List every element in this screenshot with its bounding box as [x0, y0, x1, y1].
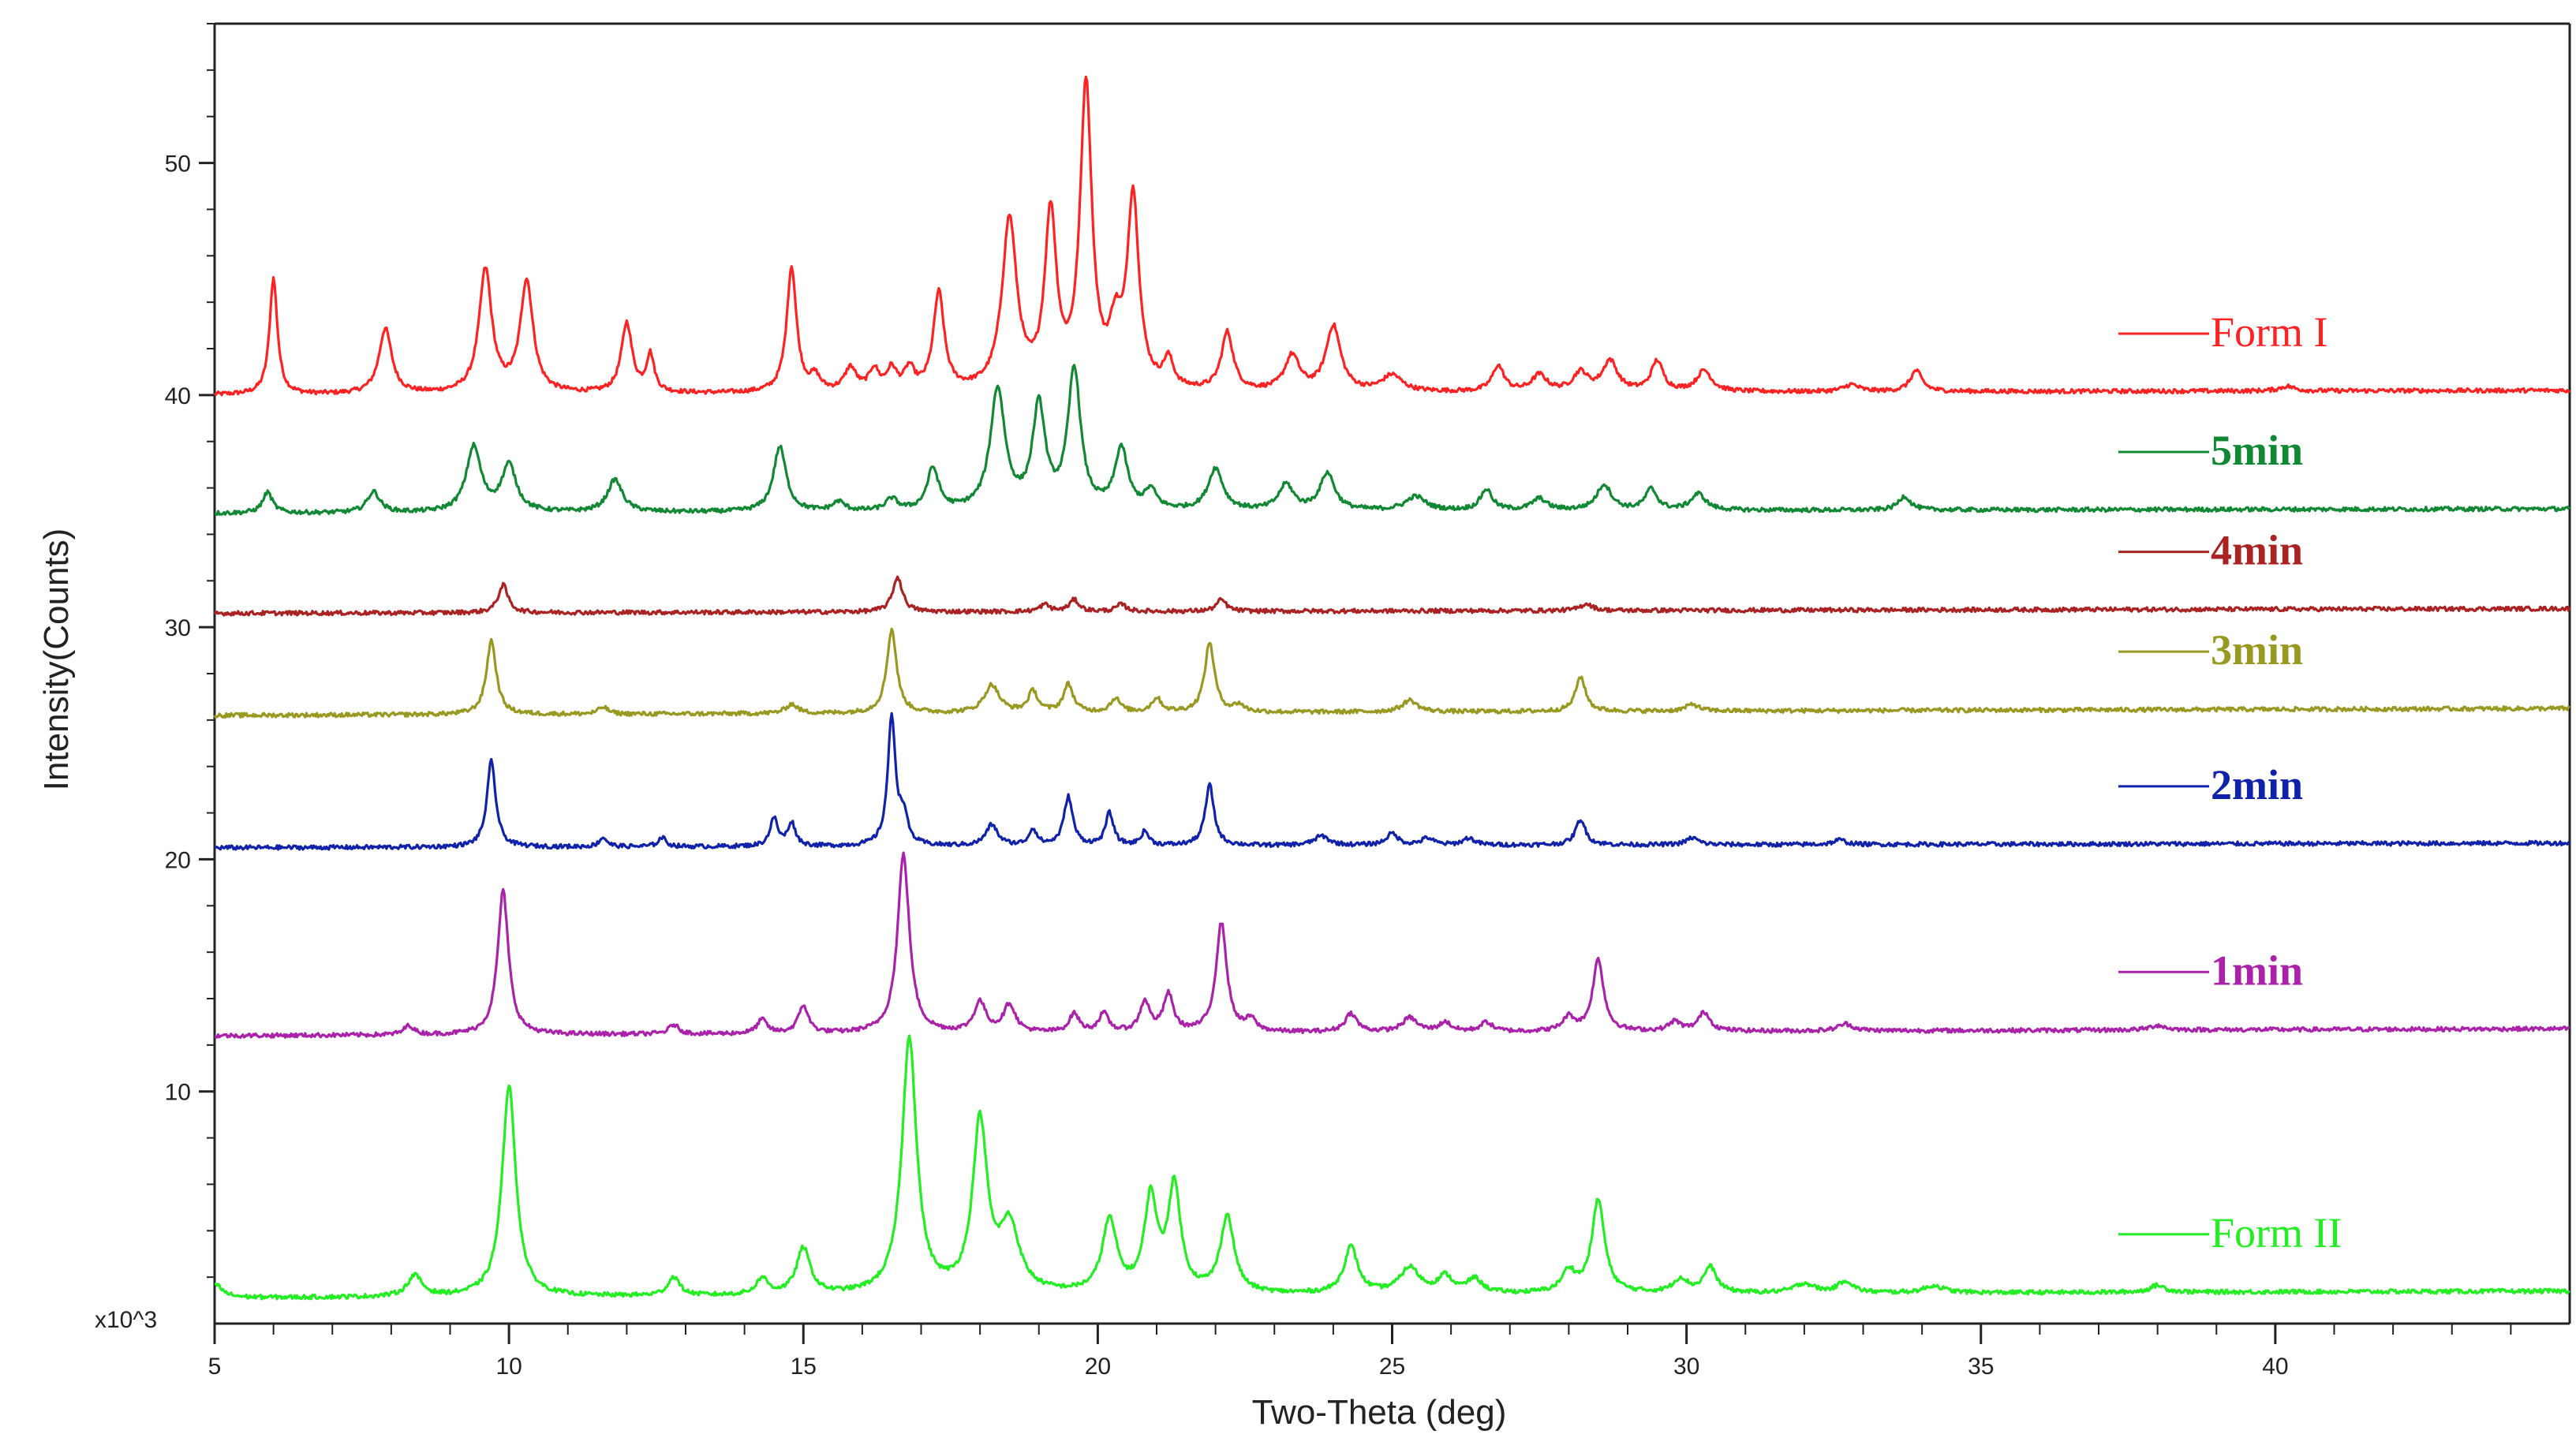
series-line-form-i — [213, 75, 2571, 397]
axes: 5 10 15 20 25 30 35 40 10 20 30 40 50 — [165, 22, 2571, 1380]
legend-label: 2min — [2211, 761, 2303, 809]
y-tick-label: 20 — [165, 847, 191, 873]
x-tick-label: 15 — [791, 1354, 817, 1380]
legend-entry-4min: 4min — [2118, 527, 2303, 574]
legend-label: 3min — [2211, 626, 2303, 674]
x-axis-title: Two-Theta (deg) — [1252, 1393, 1507, 1432]
series-line-5min — [214, 364, 2571, 517]
x-tick-label: 5 — [208, 1354, 222, 1380]
series-line-1min — [214, 851, 2570, 1040]
x-tick-label: 25 — [1379, 1354, 1405, 1380]
y-multiplier-label: x10^3 — [95, 1307, 157, 1333]
y-tick-label: 50 — [165, 151, 191, 177]
series-line-2min — [214, 711, 2570, 851]
x-tick-label: 35 — [1968, 1354, 1994, 1380]
y-axis-title: Intensity(Counts) — [37, 528, 76, 791]
legend-entry-5min: 5min — [2118, 427, 2303, 474]
legend: Form I 5min 4min 3min 2min 1min Form II — [2118, 308, 2342, 1257]
legend-entry-form-ii: Form II — [2118, 1209, 2342, 1257]
legend-entry-form-i: Form I — [2118, 308, 2328, 356]
y-tick-label: 10 — [165, 1080, 191, 1106]
y-tick-label: 30 — [165, 615, 191, 641]
legend-label: 1min — [2211, 947, 2303, 994]
x-tick-label: 10 — [495, 1354, 522, 1380]
legend-entry-2min: 2min — [2118, 761, 2303, 809]
series-lines — [213, 75, 2571, 1301]
legend-entry-3min: 3min — [2118, 626, 2303, 674]
series-line-3min — [213, 627, 2570, 719]
legend-label: Form I — [2211, 308, 2328, 356]
legend-entry-1min: 1min — [2118, 947, 2303, 994]
series-line-form-ii — [214, 1034, 2570, 1301]
legend-label: Form II — [2211, 1209, 2342, 1257]
legend-label: 5min — [2211, 427, 2303, 474]
series-line-4min — [213, 575, 2571, 617]
y-tick-label: 40 — [165, 383, 191, 409]
x-tick-label: 40 — [2262, 1354, 2288, 1380]
x-tick-label: 20 — [1085, 1354, 1111, 1380]
legend-label: 4min — [2211, 527, 2303, 574]
x-tick-label: 30 — [1673, 1354, 1699, 1380]
